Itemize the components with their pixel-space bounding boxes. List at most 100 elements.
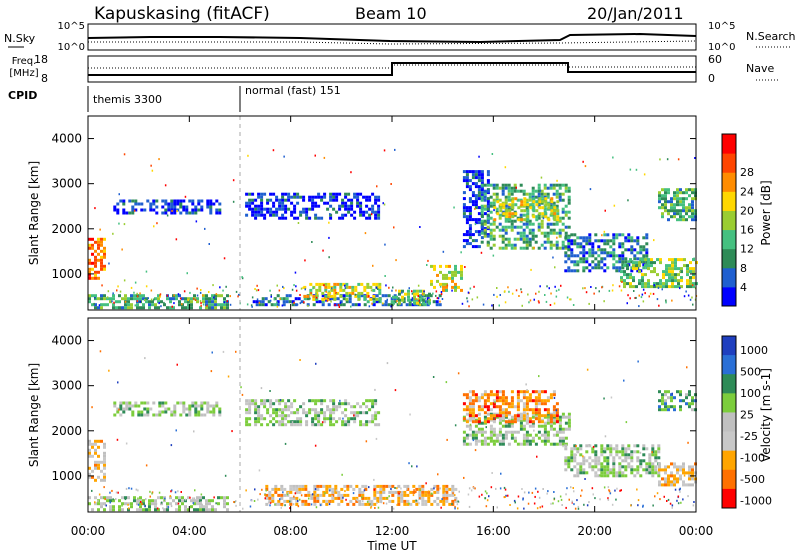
- power-cell: [635, 285, 638, 289]
- velocity-cell: [465, 420, 469, 424]
- velocity-cell: [274, 490, 278, 494]
- velocity-cell: [100, 502, 103, 506]
- power-cell: [508, 209, 512, 213]
- power-cell: [264, 297, 268, 301]
- power-cell: [664, 194, 667, 198]
- power-cell: [317, 204, 321, 208]
- velocity-cell: [364, 487, 368, 491]
- velocity-cell: [609, 453, 613, 457]
- power-noise-point: [150, 289, 153, 292]
- velocity-cell: [149, 407, 153, 411]
- power-cell: [251, 213, 255, 217]
- power-noise-point: [539, 189, 542, 192]
- velocity-cell: [510, 390, 514, 394]
- velocity-noise-point: [287, 491, 289, 494]
- power-noise-point: [641, 293, 644, 296]
- velocity-noise-point: [279, 410, 281, 413]
- power-cell: [556, 212, 560, 216]
- power-cell: [275, 210, 279, 214]
- velocity-cell: [624, 474, 628, 478]
- power-cell: [113, 208, 117, 212]
- velocity-noise-point: [376, 501, 378, 504]
- power-noise-point: [671, 299, 673, 302]
- velocity-cell: [424, 502, 428, 506]
- power-cell: [612, 263, 616, 267]
- power-cell: [511, 197, 515, 201]
- velocity-cell: [257, 420, 261, 424]
- power-cell: [555, 231, 559, 235]
- velocity-noise-point: [233, 501, 235, 503]
- velocity-cell: [522, 408, 526, 412]
- power-cell: [302, 207, 306, 211]
- power-cell: [347, 198, 351, 202]
- power-noise-point: [312, 287, 314, 290]
- power-cell: [679, 188, 682, 192]
- power-cell: [558, 246, 562, 250]
- power-cell: [680, 276, 683, 280]
- power-cell: [522, 237, 526, 241]
- power-cell: [486, 173, 490, 177]
- velocity-cell: [468, 427, 472, 431]
- power-cell: [547, 203, 551, 207]
- velocity-noise-point: [484, 497, 487, 500]
- power-noise-point: [471, 298, 474, 301]
- velocity-cell: [658, 462, 661, 466]
- velocity-noise-point: [514, 501, 516, 504]
- power-cell: [91, 237, 94, 241]
- power-cell: [499, 209, 503, 213]
- time-axis: 00:00 04:00 08:00 12:00 16:00 20:00 00:00: [71, 116, 713, 538]
- velocity-cell: [178, 499, 181, 503]
- velocity-cell: [679, 468, 682, 472]
- power-noise-point: [643, 173, 646, 176]
- power-cell: [381, 294, 385, 298]
- power-cell: [148, 300, 151, 304]
- power-cell: [642, 263, 646, 267]
- velocity-noise-point: [625, 421, 628, 424]
- power-noise-point: [598, 290, 600, 293]
- velocity-noise-point: [368, 486, 370, 489]
- velocity-noise-point: [457, 500, 459, 503]
- velocity-cell: [525, 442, 529, 446]
- velocity-cell: [445, 490, 449, 494]
- power-cell: [522, 222, 526, 226]
- power-cell: [477, 221, 481, 225]
- power-cell: [341, 213, 345, 217]
- velocity-cell: [510, 433, 514, 437]
- power-cell: [287, 207, 291, 211]
- velocity-cell: [594, 456, 598, 460]
- power-cell: [351, 303, 355, 307]
- power-cell: [645, 251, 649, 255]
- velocity-cell: [131, 404, 135, 408]
- power-cell: [579, 245, 583, 249]
- power-cell: [688, 188, 691, 192]
- velocity-cell: [636, 456, 640, 460]
- velocity-cell: [352, 502, 356, 506]
- power-noise-point: [533, 298, 535, 301]
- velocity-cell: [163, 508, 166, 512]
- velocity-noise-point: [491, 472, 493, 474]
- velocity-cell: [403, 499, 407, 503]
- velocity-cell: [679, 474, 682, 478]
- velocity-cell: [661, 399, 664, 403]
- power-cell: [535, 203, 539, 207]
- power-cell: [468, 233, 472, 237]
- power-cell: [356, 195, 360, 199]
- power-cell: [526, 203, 530, 207]
- velocity-cell: [379, 487, 383, 491]
- velocity-cell: [278, 402, 282, 406]
- power-cell: [329, 192, 333, 196]
- velocity-cell: [685, 393, 688, 397]
- power-cell: [445, 282, 448, 286]
- velocity-cell: [462, 439, 466, 443]
- power-cell: [682, 218, 685, 222]
- velocity-cell: [537, 420, 541, 424]
- velocity-cell: [254, 405, 258, 409]
- power-noise-point: [556, 179, 558, 182]
- velocity-cell: [594, 453, 598, 457]
- power-cell: [329, 216, 333, 220]
- power-cell: [528, 237, 532, 241]
- power-cell: [181, 306, 184, 310]
- velocity-cell: [323, 414, 327, 418]
- velocity-cell: [269, 420, 273, 424]
- velocity-cell: [558, 415, 562, 419]
